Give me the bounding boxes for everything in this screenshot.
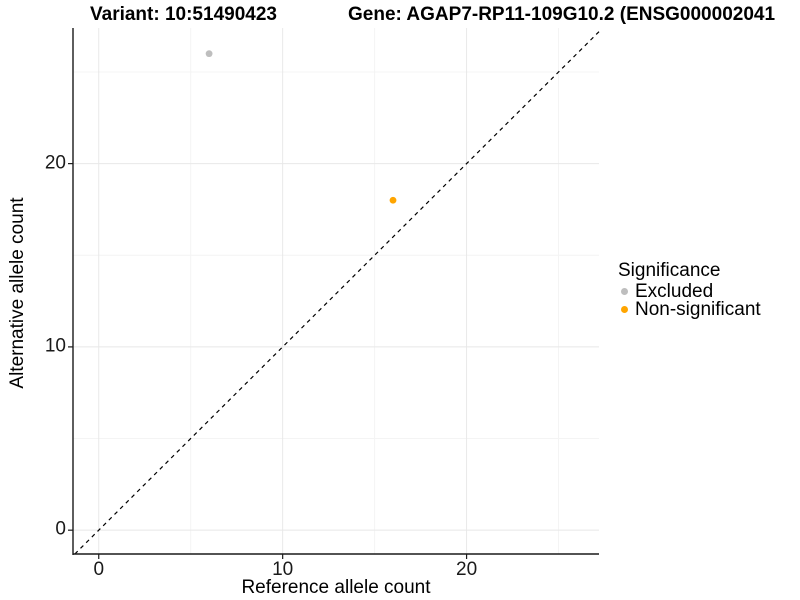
- y-tick-label: 10: [44, 335, 66, 357]
- x-tick-label: 10: [272, 559, 294, 580]
- y-tick-label: 0: [55, 518, 66, 540]
- legend-item-label: Non-significant: [635, 298, 761, 320]
- legend-item-non-significant: Non-significant: [614, 298, 761, 320]
- x-tick-label: 20: [456, 559, 478, 580]
- legend-item-label: Excluded: [635, 281, 714, 302]
- legend-item-excluded: Excluded: [614, 281, 761, 302]
- legend-dot-excluded: [621, 288, 628, 296]
- data-point-non-significant: [389, 196, 397, 204]
- plot-title-variant: Variant: 10:51490423: [90, 4, 277, 25]
- identity-line: [74, 31, 600, 555]
- plot-title-gene: Gene: AGAP7-RP11-109G10.2 (ENSG000002041: [348, 4, 776, 25]
- y-axis-label: Alternative allele count: [7, 197, 28, 389]
- x-tick-label: 0: [93, 559, 105, 580]
- data-point-excluded: [205, 50, 213, 58]
- legend-dot-non-significant: [621, 305, 628, 313]
- x-axis-label: Reference allele count: [241, 577, 431, 598]
- y-tick-label: 20: [44, 152, 66, 174]
- legend: Significance Excluded Non-significant: [614, 260, 761, 320]
- legend-title: Significance: [618, 260, 721, 281]
